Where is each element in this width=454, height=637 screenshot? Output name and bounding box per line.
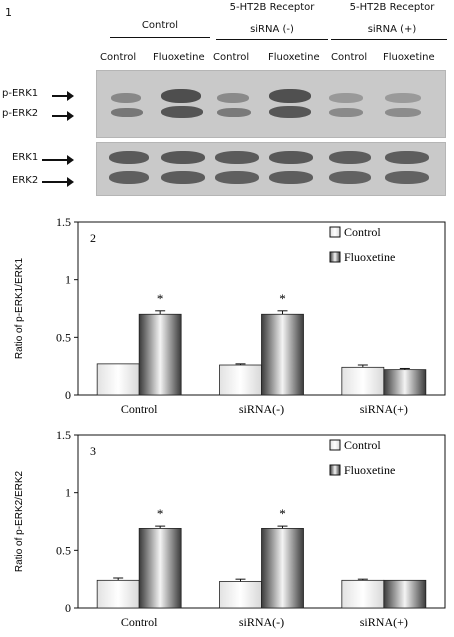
legend-swatch-control	[329, 226, 341, 238]
band-perk2-lane3	[217, 108, 251, 117]
band-erk1-lane6	[385, 151, 429, 164]
band-perk1-lane4	[269, 89, 311, 103]
x-tick-label: siRNA(+)	[360, 402, 408, 416]
band-erk1-lane1	[109, 151, 149, 164]
bar-fluoxetine-2	[383, 369, 427, 396]
y-tick-label: 1.5	[56, 215, 71, 229]
group-header-line2: siRNA (+)	[367, 24, 417, 35]
blot-total-erk	[96, 142, 446, 196]
lane-label-1: Control	[100, 52, 137, 63]
significance-marker: *	[279, 506, 286, 521]
panel-number: 2	[90, 231, 96, 245]
band-perk2-lane2	[161, 106, 203, 118]
band-perk1-lane1	[111, 93, 141, 103]
x-tick-label: Control	[121, 402, 158, 416]
y-tick-label: 0	[65, 388, 71, 402]
band-erk2-lane1	[109, 171, 149, 184]
bar-control-2	[341, 579, 385, 609]
band-erk2-lane2	[161, 171, 205, 184]
band-perk1-lane2	[161, 89, 201, 103]
group-header-label: Control	[141, 20, 179, 31]
lane-label-2: Fluoxetine	[153, 52, 205, 63]
blot-phospho-erk	[96, 70, 446, 138]
band-erk1-lane2	[161, 151, 205, 164]
panel-number: 3	[90, 444, 96, 458]
bar-chart-perk1: 0 0.5 1 1.5 Ratio of p-ERK1/ERK1 2 * Control * si…	[14, 215, 446, 416]
group-header-control-underline	[110, 37, 210, 38]
legend-label-fluoxetine: Fluoxetine	[344, 463, 395, 477]
band-erk2-lane6	[385, 171, 429, 184]
group-header-line2: siRNA (-)	[250, 24, 294, 35]
band-erk1-lane5	[329, 151, 371, 164]
y-tick-label: 1	[65, 273, 71, 287]
lane-label-6: Fluoxetine	[383, 52, 435, 63]
band-erk1-lane3	[215, 151, 259, 164]
band-erk1-lane4	[269, 151, 313, 164]
legend-swatch-fluoxetine	[329, 464, 341, 476]
arrow-erk1	[42, 155, 74, 165]
band-perk1-lane5	[329, 93, 363, 103]
panel1-number: 1	[5, 6, 12, 19]
row-label-erk1: ERK1	[12, 152, 39, 163]
legend-label-control: Control	[344, 438, 381, 452]
row-label-erk2: ERK2	[12, 175, 39, 186]
row-label-perk2: p-ERK2	[2, 108, 39, 119]
bar-control-0	[96, 579, 140, 609]
x-tick-label: siRNA(-)	[239, 402, 284, 416]
lane-label-5: Control	[331, 52, 368, 63]
band-perk1-lane3	[217, 93, 249, 103]
y-tick-label: 1.5	[56, 428, 71, 442]
significance-marker: *	[157, 291, 164, 306]
x-tick-label: siRNA(-)	[239, 615, 284, 629]
bar-control-0	[96, 363, 140, 396]
arrow-erk2	[42, 177, 74, 187]
band-perk2-lane6	[385, 108, 421, 117]
significance-marker: *	[279, 291, 286, 306]
legend-label-control: Control	[344, 225, 381, 239]
bar-fluoxetine-1	[261, 313, 304, 396]
lane-label-3: Control	[213, 52, 250, 63]
arrow-perk1	[52, 91, 74, 101]
band-erk2-lane4	[269, 171, 313, 184]
group-header-line1: 5-HT2B Receptor	[349, 2, 435, 13]
bar-control-1	[219, 364, 262, 396]
bar-chart-perk2: 0 0.5 1 1.5 Ratio of p-ERK2/ERK2 3 * Control * si…	[14, 428, 446, 629]
bar-fluoxetine-1	[261, 528, 304, 609]
y-tick-label: 0.5	[56, 543, 71, 557]
band-perk2-lane5	[329, 108, 363, 117]
band-erk2-lane3	[215, 171, 259, 184]
bar-fluoxetine-2	[383, 579, 427, 609]
legend-swatch-fluoxetine	[329, 251, 341, 263]
band-perk1-lane6	[385, 93, 421, 103]
lane-label-4: Fluoxetine	[268, 52, 320, 63]
bar-control-1	[219, 581, 262, 609]
band-perk2-lane1	[111, 108, 143, 117]
y-tick-label: 0	[65, 601, 71, 615]
row-label-perk1: p-ERK1	[2, 88, 39, 99]
bar-fluoxetine-0	[138, 528, 182, 609]
y-tick-label: 0.5	[56, 330, 71, 344]
x-tick-label: siRNA(+)	[360, 615, 408, 629]
group-header-sirna-neg: 5-HT2B Receptor siRNA (-)	[222, 2, 322, 35]
legend-label-fluoxetine: Fluoxetine	[344, 250, 395, 264]
y-tick-label: 1	[65, 486, 71, 500]
y-axis-label: Ratio of p-ERK2/ERK2	[14, 470, 25, 572]
arrow-perk2	[52, 111, 74, 121]
group-header-line1: 5-HT2B Receptor	[229, 2, 315, 13]
bar-fluoxetine-0	[138, 313, 182, 396]
y-axis-label: Ratio of p-ERK1/ERK1	[14, 257, 25, 359]
x-tick-label: Control	[121, 615, 158, 629]
group-header-sirna-neg-underline	[216, 39, 328, 40]
band-erk2-lane5	[329, 171, 371, 184]
group-header-sirna-pos-underline	[331, 39, 447, 40]
band-perk2-lane4	[269, 106, 311, 118]
significance-marker: *	[157, 506, 164, 521]
group-header-control: Control	[110, 20, 210, 31]
legend-swatch-control	[329, 439, 341, 451]
group-header-sirna-pos: 5-HT2B Receptor siRNA (+)	[337, 2, 447, 35]
bar-control-2	[341, 366, 385, 396]
